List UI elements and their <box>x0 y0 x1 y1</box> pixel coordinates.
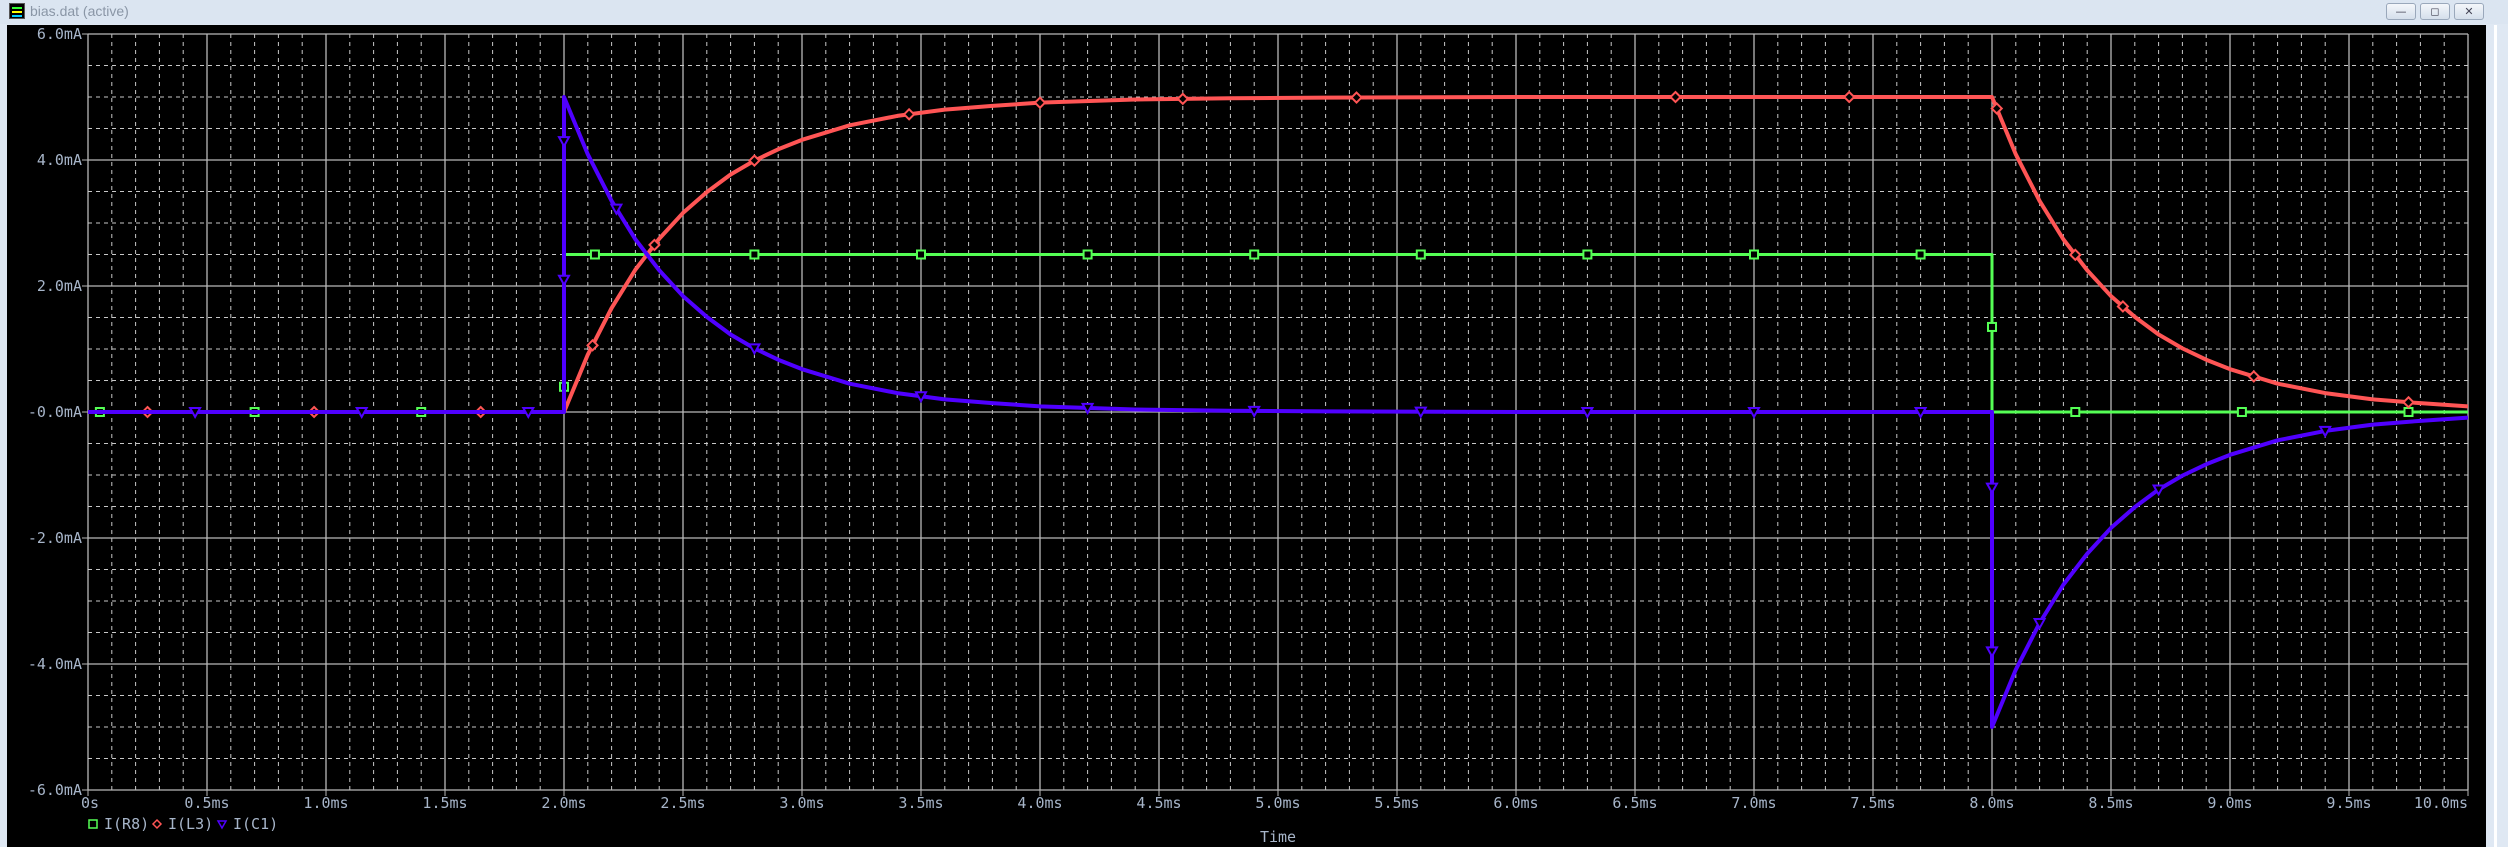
waveform-app-icon <box>9 3 25 19</box>
triangle-marker <box>521 407 535 420</box>
legend-diamond-icon <box>151 818 163 830</box>
triangle-marker <box>609 203 624 216</box>
x-tick-label: 1.0ms <box>303 794 348 812</box>
window-title: bias.dat (active) <box>30 3 129 19</box>
x-tick-label: 6.0ms <box>1493 794 1538 812</box>
square-marker <box>2070 407 2081 417</box>
triangle-marker <box>557 136 571 149</box>
square-marker <box>1415 249 1426 260</box>
series-ic1 <box>88 95 2469 729</box>
triangle-marker <box>2032 618 2047 631</box>
restore-button[interactable]: ◻ <box>2420 3 2450 20</box>
diamond-marker <box>2068 248 2082 262</box>
series-line <box>88 95 2469 729</box>
legend-square-icon <box>88 819 98 829</box>
x-tick-label: 4.0ms <box>1017 794 1062 812</box>
x-tick-label: 8.5ms <box>2088 794 2133 812</box>
legend: I(R8) I(L3) I(C1) <box>88 815 278 833</box>
square-marker <box>2236 407 2247 417</box>
triangle-marker <box>1985 482 1999 495</box>
y-tick-label: 6.0mA <box>37 25 82 43</box>
triangle-marker <box>355 407 369 420</box>
triangle-marker <box>1414 406 1428 419</box>
series-layer <box>88 90 2469 729</box>
y-tick-label: -2.0mA <box>28 529 82 547</box>
x-tick-label: 5.5ms <box>1374 794 1419 812</box>
triangle-marker <box>188 407 202 420</box>
triangle-marker <box>1247 405 1261 418</box>
x-tick-label: 10.0ms <box>2414 794 2468 812</box>
diamond-marker <box>648 238 661 252</box>
triangle-marker <box>1080 402 1095 415</box>
y-tick-label: -6.0mA <box>28 781 82 799</box>
triangle-marker <box>914 391 928 404</box>
square-marker <box>1749 249 1759 260</box>
square-marker <box>916 249 926 260</box>
diamond-marker <box>747 154 761 168</box>
y-tick-label: -0.0mA <box>28 403 82 421</box>
x-tick-label: 3.0ms <box>779 794 824 812</box>
diamond-marker <box>1350 91 1363 104</box>
square-marker <box>749 249 760 260</box>
square-marker <box>589 249 600 260</box>
y-tick-label: -4.0mA <box>28 655 82 673</box>
diamond-marker <box>2402 395 2415 409</box>
minimize-button[interactable]: — <box>2386 3 2416 20</box>
square-marker <box>1249 249 1260 260</box>
triangle-marker <box>1913 407 1928 420</box>
x-tick-label: 0.5ms <box>184 794 229 812</box>
diamond-marker <box>902 107 916 121</box>
diamond-marker <box>1669 90 1682 104</box>
close-button[interactable]: ✕ <box>2454 3 2484 20</box>
diamond-marker <box>2247 369 2261 383</box>
square-marker <box>1582 249 1593 260</box>
plot-window <box>7 25 2486 847</box>
square-marker <box>1915 249 1926 260</box>
diamond-marker <box>1990 102 2004 115</box>
triangle-marker <box>2318 425 2332 438</box>
series-line <box>88 95 2469 414</box>
x-tick-label: 7.0ms <box>1731 794 1776 812</box>
triangle-marker <box>747 343 762 356</box>
diamond-marker <box>586 338 599 352</box>
x-tick-label: 2.5ms <box>660 794 705 812</box>
triangle-marker <box>1747 407 1761 420</box>
x-tick-label: 5.0ms <box>1255 794 1300 812</box>
y-tick-label: 4.0mA <box>37 151 82 169</box>
diamond-marker <box>1033 96 1047 110</box>
window-frame <box>2494 25 2497 847</box>
x-tick-label: 9.5ms <box>2326 794 2371 812</box>
axis-ticks: 0s 0.5ms 1.0ms 1.5ms 2.0ms 2.5ms 3.0ms 3.5ms 4.0… <box>28 25 2469 812</box>
x-tick-label: 4.5ms <box>1136 794 1181 812</box>
title-bar: bias.dat (active) — ◻ ✕ <box>0 0 2508 24</box>
triangle-marker <box>2151 484 2166 497</box>
legend-label: I(C1) <box>233 815 278 833</box>
diamond-marker <box>2116 300 2130 313</box>
y-tick-label: 2.0mA <box>37 277 82 295</box>
x-tick-label: 8.0ms <box>1969 794 2014 812</box>
x-tick-label: 3.5ms <box>898 794 943 812</box>
x-tick-label: 7.5ms <box>1850 794 1895 812</box>
triangle-marker <box>1580 407 1595 420</box>
legend-triangle-icon <box>216 820 228 830</box>
diamond-marker <box>1842 90 1856 104</box>
legend-label: I(L3) <box>168 815 213 833</box>
x-tick-label: 2.0ms <box>541 794 586 812</box>
x-axis-label: Time <box>1260 828 1296 846</box>
square-marker <box>1082 249 1093 260</box>
square-marker <box>1987 321 1997 332</box>
x-tick-label: 6.5ms <box>1612 794 1657 812</box>
triangle-marker <box>1985 646 1999 659</box>
x-tick-label: 0s <box>81 794 99 812</box>
triangle-marker <box>557 274 571 287</box>
x-tick-label: 1.5ms <box>422 794 467 812</box>
diamond-marker <box>1176 92 1190 106</box>
x-tick-label: 9.0ms <box>2207 794 2252 812</box>
square-marker <box>2403 407 2414 417</box>
legend-label: I(R8) <box>104 815 149 833</box>
